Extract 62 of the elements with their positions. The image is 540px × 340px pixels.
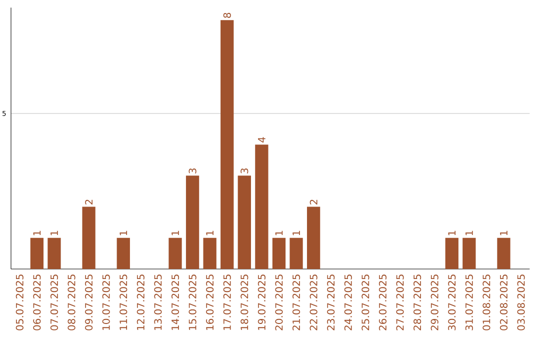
data-label: 1: [275, 230, 283, 236]
x-tick-label: 16.07.2025: [206, 274, 214, 330]
data-label: 1: [466, 230, 473, 236]
x-tick-label: 12.07.2025: [136, 274, 144, 330]
x-tick-label: 31.07.2025: [465, 274, 473, 330]
x-tick-label: 26.07.2025: [378, 274, 386, 330]
data-label: 8: [223, 12, 231, 18]
bar: [220, 20, 234, 269]
x-tick-label: 27.07.2025: [396, 274, 404, 330]
bar: [203, 238, 216, 269]
bar: [48, 238, 61, 269]
x-tick-label: 14.07.2025: [171, 274, 180, 330]
data-label: 4: [258, 137, 266, 142]
x-tick-label: 06.07.2025: [33, 274, 41, 330]
x-tick-label: 01.08.2025: [482, 274, 490, 330]
x-tick-label: 28.07.2025: [414, 274, 422, 330]
x-tick-label: 19.07.2025: [258, 274, 266, 330]
bar: [238, 176, 251, 269]
x-tick-label: 15.07.2025: [188, 274, 196, 330]
x-tick-label: 21.07.2025: [292, 274, 300, 330]
bar: [445, 238, 458, 269]
x-tick-label: 20.07.2025: [275, 274, 283, 330]
x-tick-label: 24.07.2025: [344, 274, 352, 330]
x-tick-label: 29.07.2025: [430, 274, 438, 330]
bar: [168, 238, 182, 269]
bar: [462, 238, 476, 269]
x-tick-label: 22.07.2025: [310, 274, 318, 330]
data-label: 1: [120, 230, 128, 236]
x-tick-label: 02.08.2025: [500, 274, 508, 330]
x-tick-label: 17.07.2025: [223, 274, 231, 330]
data-label: 2: [310, 200, 318, 204]
x-tick-label: 11.07.2025: [120, 274, 128, 330]
x-tick-label: 03.08.2025: [517, 274, 525, 330]
x-tick-label: 13.07.2025: [154, 274, 162, 330]
data-label: 1: [292, 230, 300, 236]
bar: [116, 238, 130, 269]
x-tick-label: 07.07.2025: [50, 274, 58, 330]
data-label: 1: [50, 230, 58, 236]
x-tick-label: 18.07.2025: [240, 274, 248, 330]
x-tick-label: 25.07.2025: [362, 274, 370, 330]
x-tick-label: 09.07.2025: [85, 274, 93, 330]
x-tick-label: 05.07.2025: [16, 274, 24, 330]
bar: [290, 238, 303, 269]
data-label: 1: [33, 230, 41, 236]
bar: [306, 206, 320, 269]
bar: [82, 206, 96, 269]
data-label: 3: [188, 168, 196, 174]
data-label: 1: [500, 230, 508, 236]
bar: [497, 238, 510, 269]
data-label: 1: [206, 230, 214, 236]
x-tick-label: 23.07.2025: [327, 274, 335, 330]
bar: [186, 176, 200, 269]
bar: [272, 238, 286, 269]
data-label: 1: [448, 230, 456, 236]
data-label: 2: [85, 200, 93, 204]
x-tick-label: 10.07.2025: [102, 274, 110, 330]
x-tick-label: 08.07.2025: [68, 274, 76, 330]
bar: [30, 238, 44, 269]
data-label: 3: [240, 168, 248, 174]
x-tick-label: 30.07.2025: [448, 274, 456, 330]
bar: [255, 144, 268, 269]
data-label: 1: [172, 230, 179, 236]
